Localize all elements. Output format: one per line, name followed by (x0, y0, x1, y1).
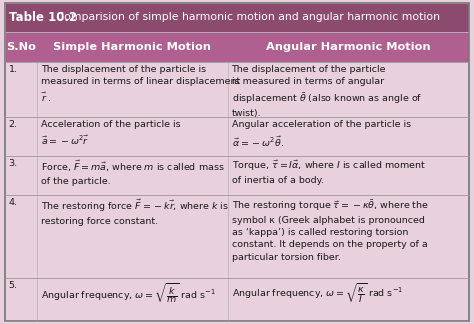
Text: 5.: 5. (9, 282, 18, 290)
Text: S.No: S.No (6, 42, 36, 52)
Bar (5, 156, 469, 195)
Bar (5, 62, 469, 117)
Text: The restoring force $\vec{F}=-k\vec{r}$, where $k$ is
restoring force constant.: The restoring force $\vec{F}=-k\vec{r}$,… (41, 198, 229, 226)
Bar (5, 278, 469, 321)
Text: Torque, $\vec{\tau}=I\vec{\alpha}$, where $I$ is called moment
of inertia of a b: Torque, $\vec{\tau}=I\vec{\alpha}$, wher… (231, 159, 425, 185)
Bar (5, 117, 469, 156)
Text: The restoring torque $\vec{\tau}=-\kappa\bar{\theta}$, where the
symbol κ (Greek: The restoring torque $\vec{\tau}=-\kappa… (231, 198, 428, 261)
Bar (5, 3, 469, 32)
Text: 4.: 4. (9, 198, 18, 207)
Text: 1.: 1. (9, 65, 18, 74)
Text: Angular frequency, $\omega=\sqrt{\dfrac{k}{m}}$ rad s$^{-1}$: Angular frequency, $\omega=\sqrt{\dfrac{… (41, 282, 216, 305)
Text: Acceleration of the particle is
$\vec{a}=-\omega^2\vec{r}$: Acceleration of the particle is $\vec{a}… (41, 120, 181, 147)
Bar (5, 32, 469, 62)
Text: 3.: 3. (9, 159, 18, 168)
Bar (5, 195, 469, 278)
Text: Force, $\vec{F}=m\vec{a}$, where $m$ is called mass
of the particle.: Force, $\vec{F}=m\vec{a}$, where $m$ is … (41, 159, 225, 186)
Text: Angular frequency, $\omega=\sqrt{\dfrac{\kappa}{I}}$ rad s$^{-1}$: Angular frequency, $\omega=\sqrt{\dfrac{… (231, 282, 402, 305)
Text: The displacement of the particle is
measured in terms of linear displacement
$\v: The displacement of the particle is meas… (41, 65, 240, 104)
Text: The displacement of the particle
is measured in terms of angular
displacement $\: The displacement of the particle is meas… (231, 65, 422, 118)
Text: Table 10.2: Table 10.2 (9, 11, 78, 24)
Text: Angular acceleration of the particle is
$\vec{\alpha}=-\omega^2\vec{\theta}$.: Angular acceleration of the particle is … (231, 120, 410, 149)
Text: Simple Harmonic Motion: Simple Harmonic Motion (54, 42, 211, 52)
Text: 2.: 2. (9, 120, 18, 129)
Text: Comparision of simple harmonic motion and angular harmonic motion: Comparision of simple harmonic motion an… (53, 12, 440, 22)
Text: Angular Harmonic Motion: Angular Harmonic Motion (266, 42, 431, 52)
